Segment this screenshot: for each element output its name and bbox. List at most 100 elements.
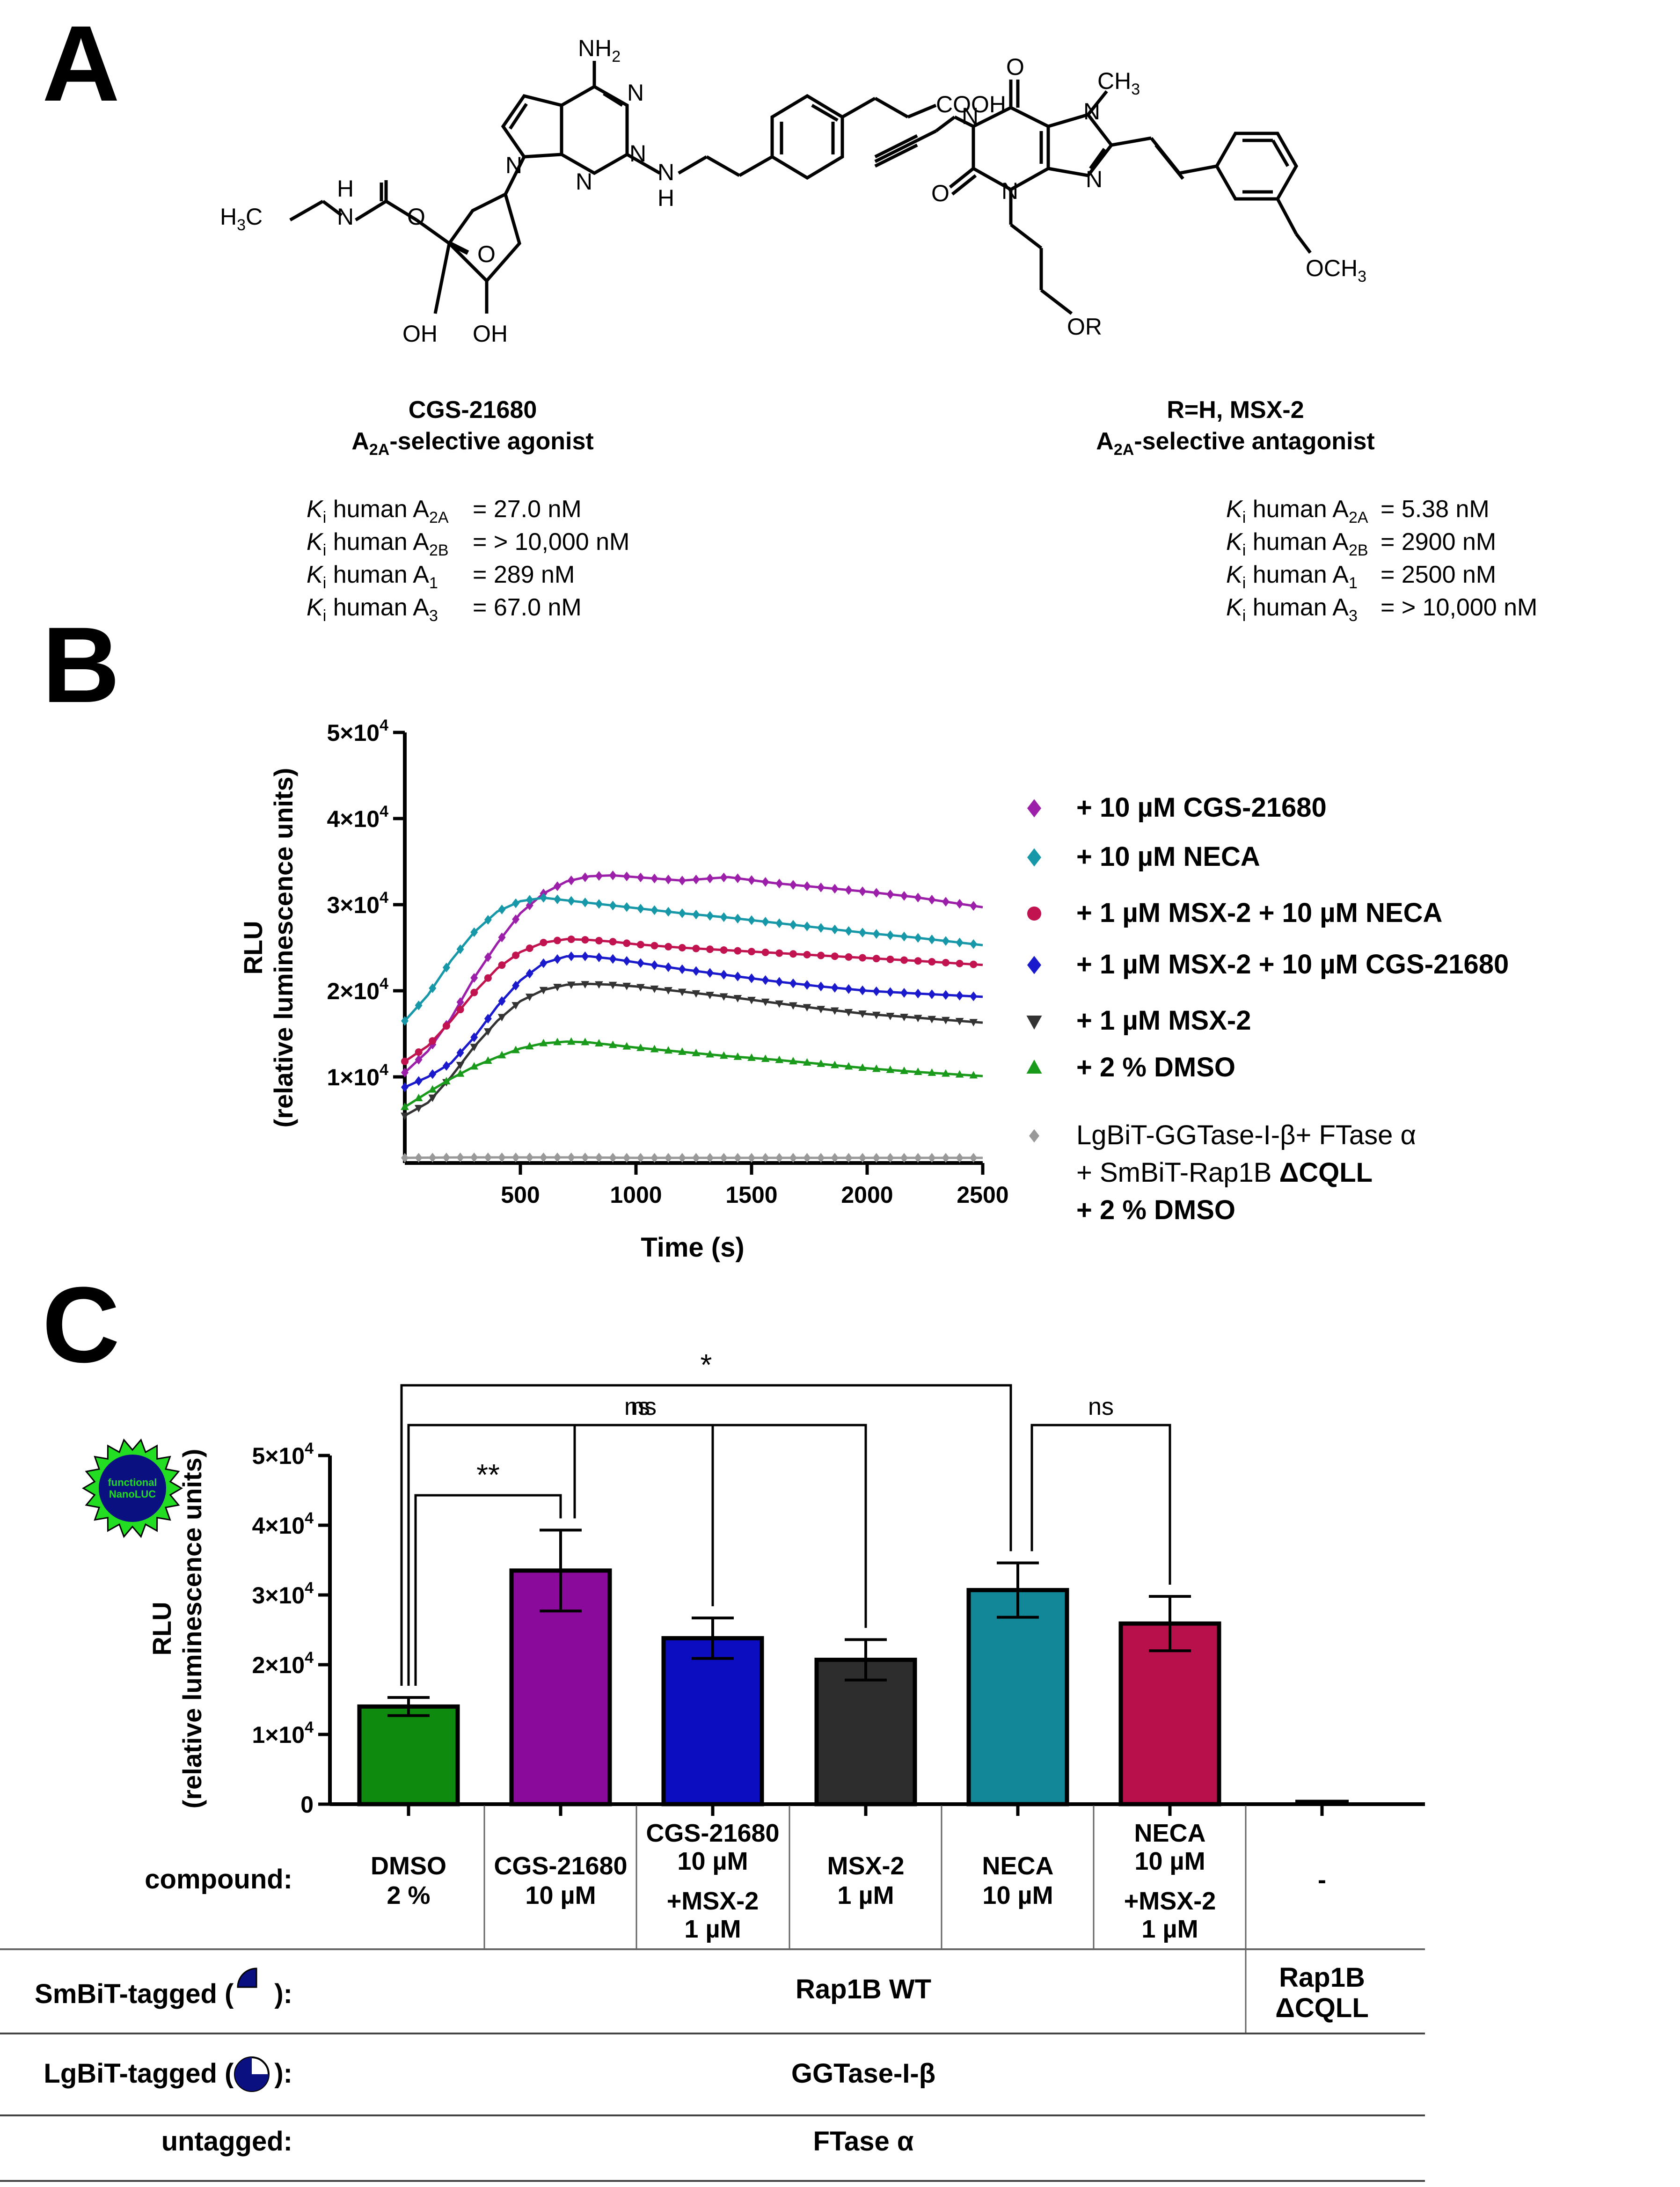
data-point [401,1082,409,1092]
data-point [748,948,755,956]
data-point [706,992,714,1000]
data-point [554,1152,562,1163]
compound-cell: 10 µM [982,1881,1053,1909]
significance-label: ns [624,1393,650,1420]
x-tick-label: 500 [501,1182,540,1208]
y-axis-label-2: (relative luminescence units) [269,768,298,1128]
data-point [789,1153,797,1163]
data-point [429,983,437,993]
data-point [636,872,644,883]
data-point [928,1153,936,1163]
data-point [831,1153,839,1163]
panel-c-label: C [42,1265,120,1385]
data-point [525,1042,534,1050]
data-point [456,1061,465,1069]
y-tick-label: 3×104 [327,889,388,918]
data-point [706,1153,714,1163]
data-point [512,980,520,991]
series-line [404,1040,983,1108]
data-point [748,915,755,925]
data-point [650,1045,659,1053]
smbit-value-2: Rap1B [1279,1962,1365,1993]
y-axis-label-2: (relative luminescence units) [177,1449,207,1809]
data-point [761,1153,769,1163]
data-point [401,1112,409,1120]
data-point [803,1153,811,1163]
ki-label: Ki human A3 [1226,594,1358,625]
data-point [442,1076,451,1084]
data-point [692,990,701,998]
data-point [956,1153,964,1163]
data-point [817,1006,825,1014]
data-point [678,988,687,996]
significance-bracket [400,1384,1012,1686]
compound-cell: 2 % [387,1881,430,1909]
data-point [886,889,894,900]
data-point [734,1153,742,1163]
legend-marker [1027,907,1041,921]
significance-label: ns [1088,1393,1114,1420]
data-point [567,896,575,906]
y-tick-label: 0 [300,1792,314,1818]
data-point [872,929,880,939]
smbit-value-2b: ΔCQLL [1275,1993,1369,2023]
svg-text:OR: OR [1067,314,1102,340]
data-point [484,1056,492,1064]
data-point [845,984,853,994]
data-point [540,938,548,946]
svg-text:CH3: CH3 [1097,68,1140,98]
data-point [581,897,589,907]
data-point [470,1152,478,1163]
y-tick-label: 2×104 [327,975,388,1004]
data-point [886,1153,894,1163]
x-tick-label: 2500 [957,1182,1008,1208]
compound-cell: 10 µM [1134,1847,1205,1875]
data-point [803,980,811,990]
data-point [913,1015,922,1023]
svg-text:OH: OH [473,321,508,347]
data-point [817,1059,825,1067]
data-point [456,944,464,954]
y-tick-label: 5×104 [327,717,388,746]
data-point [761,877,769,887]
data-point [484,1152,492,1163]
x-tick-label: 1500 [725,1182,777,1208]
data-point [401,1068,409,1078]
data-point [928,958,936,966]
data-point [540,1152,548,1163]
data-point [414,1104,423,1112]
data-point [956,937,964,948]
data-point [650,942,658,950]
data-point [678,908,686,918]
legend-marker [1026,1016,1042,1030]
data-point [415,1153,423,1163]
data-point [706,1050,714,1058]
data-point [665,962,672,972]
data-point [942,990,950,1000]
svg-text:H3C: H3C [220,204,263,234]
data-point [595,952,603,963]
y-tick-label: 4×104 [252,1509,314,1539]
data-point [914,957,922,965]
data-point [498,996,506,1006]
data-point [692,1048,701,1056]
data-point [942,958,950,966]
x-tick-label: 2000 [841,1182,893,1208]
data-point [747,1053,756,1061]
data-point [511,1046,520,1053]
msx-2-structure [874,80,1312,315]
data-point [706,945,714,953]
significance-bracket [1030,1424,1171,1585]
series-0 [401,870,983,1078]
y-tick-label: 2×104 [252,1649,314,1678]
data-point [498,961,506,969]
data-point [831,1061,839,1068]
data-point [970,960,978,968]
data-point [803,921,811,931]
data-point [497,1051,506,1059]
y-tick-label: 1×104 [252,1719,314,1748]
data-point [526,895,533,905]
legend-label: + 1 µM MSX-2 + 10 µM NECA [1076,898,1442,928]
data-point [554,954,562,964]
